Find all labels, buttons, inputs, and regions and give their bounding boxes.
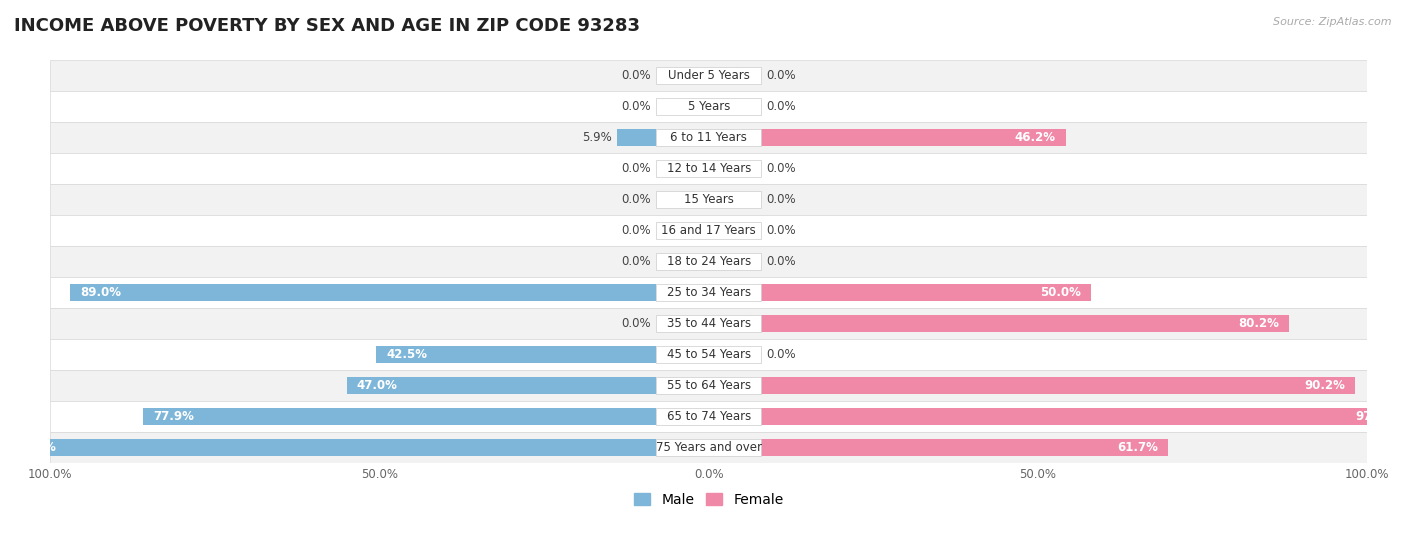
Text: 0.0%: 0.0%	[621, 100, 651, 113]
Text: 16 and 17 Years: 16 and 17 Years	[661, 224, 756, 236]
Bar	[762, 377, 1355, 394]
Bar	[51, 432, 1367, 463]
Text: 0.0%: 0.0%	[766, 100, 796, 113]
Text: 47.0%: 47.0%	[357, 379, 398, 392]
Text: 0.0%: 0.0%	[621, 162, 651, 175]
Bar	[51, 339, 1367, 369]
Bar	[657, 315, 762, 331]
Bar	[657, 67, 762, 84]
Text: 0.0%: 0.0%	[621, 224, 651, 236]
Bar	[657, 284, 762, 301]
Bar	[51, 60, 1367, 91]
Bar	[762, 408, 1406, 425]
Bar	[51, 184, 1367, 215]
Bar	[762, 439, 1167, 456]
Bar	[657, 377, 762, 394]
Text: 77.9%: 77.9%	[153, 410, 194, 423]
Bar	[657, 129, 762, 146]
Bar	[0, 439, 657, 456]
Text: Under 5 Years: Under 5 Years	[668, 69, 749, 82]
Bar	[143, 408, 657, 425]
Bar	[657, 439, 762, 456]
Text: 25 to 34 Years: 25 to 34 Years	[666, 286, 751, 299]
Text: 5 Years: 5 Years	[688, 100, 730, 113]
Text: 65 to 74 Years: 65 to 74 Years	[666, 410, 751, 423]
Text: 50.0%: 50.0%	[1040, 286, 1081, 299]
Text: 0.0%: 0.0%	[621, 69, 651, 82]
Bar	[657, 160, 762, 177]
Bar	[657, 98, 762, 115]
Bar	[657, 253, 762, 270]
Bar	[657, 408, 762, 425]
Text: 90.2%: 90.2%	[1305, 379, 1346, 392]
Text: 0.0%: 0.0%	[766, 255, 796, 268]
Text: 15 Years: 15 Years	[683, 193, 734, 206]
Bar	[51, 122, 1367, 153]
Text: 0.0%: 0.0%	[621, 193, 651, 206]
Text: 100.0%: 100.0%	[7, 440, 56, 454]
Text: 42.5%: 42.5%	[387, 348, 427, 361]
Legend: Male, Female: Male, Female	[628, 487, 789, 512]
Bar	[762, 284, 1091, 301]
Text: 97.9%: 97.9%	[1355, 410, 1396, 423]
Text: 0.0%: 0.0%	[766, 162, 796, 175]
Bar	[657, 222, 762, 239]
Bar	[762, 129, 1066, 146]
Text: 0.0%: 0.0%	[621, 255, 651, 268]
Bar	[70, 284, 657, 301]
Bar	[377, 345, 657, 363]
Text: 12 to 14 Years: 12 to 14 Years	[666, 162, 751, 175]
Bar	[51, 153, 1367, 184]
Bar	[51, 277, 1367, 307]
Text: 18 to 24 Years: 18 to 24 Years	[666, 255, 751, 268]
Text: 75 Years and over: 75 Years and over	[655, 440, 762, 454]
Bar	[657, 191, 762, 208]
Text: 89.0%: 89.0%	[80, 286, 121, 299]
Text: 5.9%: 5.9%	[582, 131, 612, 144]
Text: 6 to 11 Years: 6 to 11 Years	[671, 131, 747, 144]
Bar	[51, 307, 1367, 339]
Text: 0.0%: 0.0%	[766, 69, 796, 82]
Text: 61.7%: 61.7%	[1116, 440, 1157, 454]
Text: INCOME ABOVE POVERTY BY SEX AND AGE IN ZIP CODE 93283: INCOME ABOVE POVERTY BY SEX AND AGE IN Z…	[14, 17, 640, 35]
Bar	[51, 246, 1367, 277]
Text: 80.2%: 80.2%	[1239, 317, 1279, 330]
Text: 46.2%: 46.2%	[1015, 131, 1056, 144]
Text: 55 to 64 Years: 55 to 64 Years	[666, 379, 751, 392]
Bar	[347, 377, 657, 394]
Text: 0.0%: 0.0%	[621, 317, 651, 330]
Text: 35 to 44 Years: 35 to 44 Years	[666, 317, 751, 330]
Text: 0.0%: 0.0%	[766, 193, 796, 206]
Bar	[51, 91, 1367, 122]
Bar	[51, 215, 1367, 246]
Text: Source: ZipAtlas.com: Source: ZipAtlas.com	[1274, 17, 1392, 27]
Bar	[762, 315, 1289, 331]
Text: 0.0%: 0.0%	[766, 348, 796, 361]
Bar	[51, 369, 1367, 401]
Bar	[617, 129, 657, 146]
Text: 45 to 54 Years: 45 to 54 Years	[666, 348, 751, 361]
Bar	[51, 401, 1367, 432]
Text: 0.0%: 0.0%	[766, 224, 796, 236]
Bar	[657, 345, 762, 363]
